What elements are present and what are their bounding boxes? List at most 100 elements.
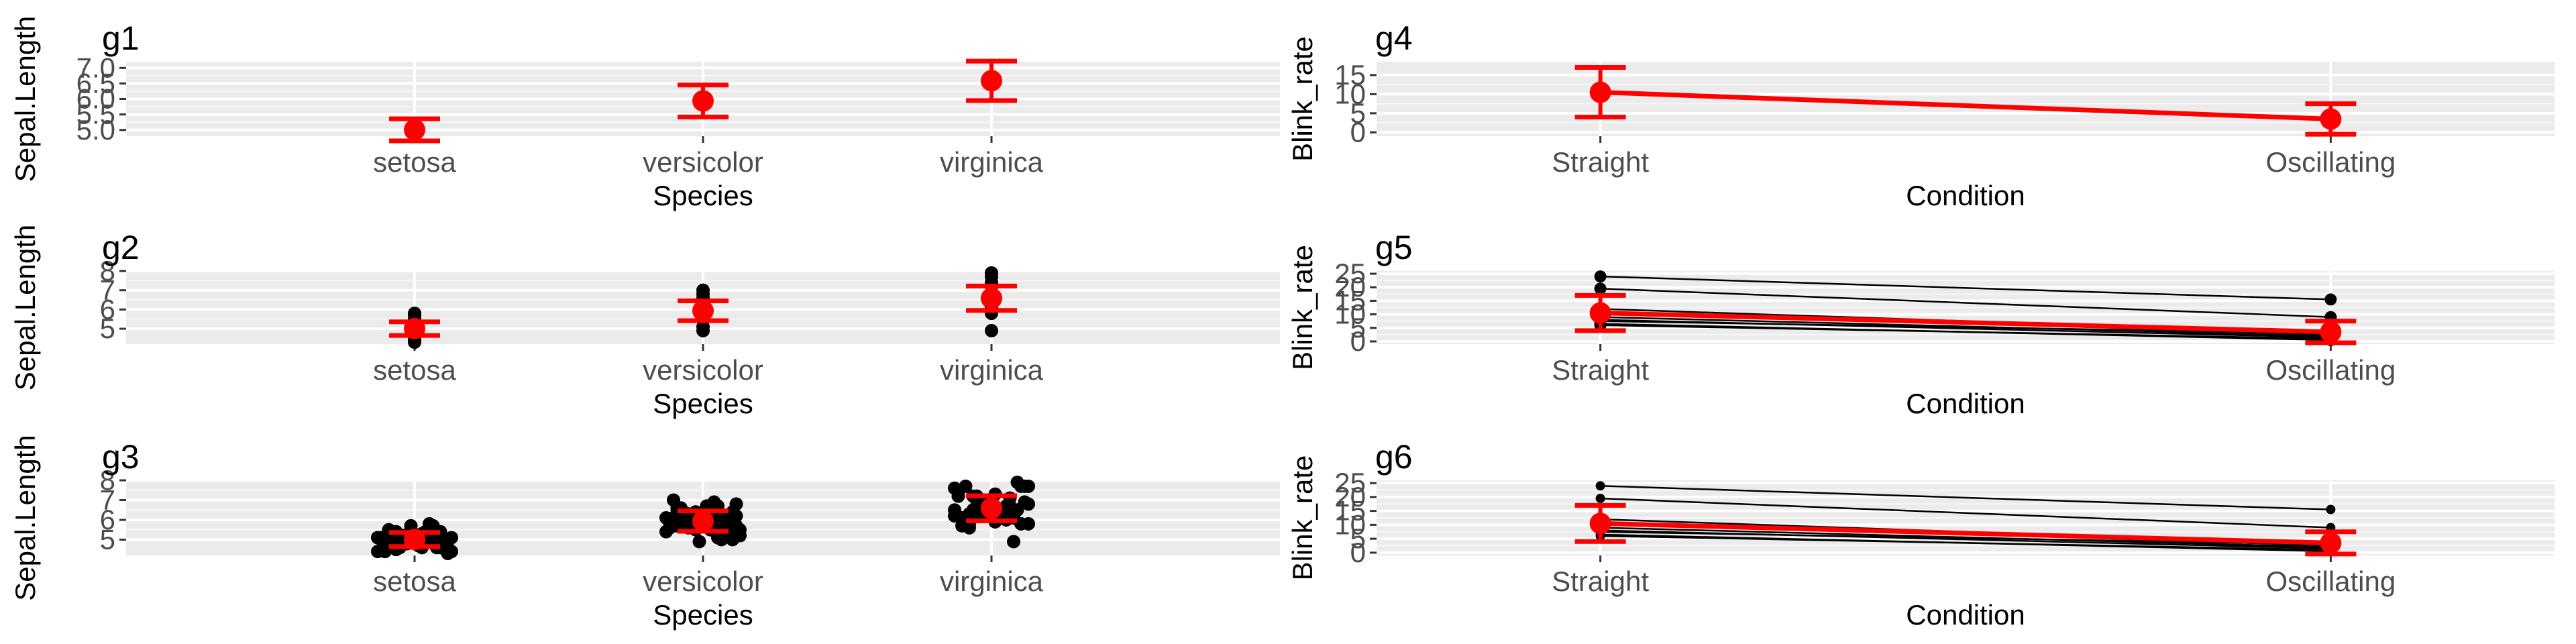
x-axis-label: Condition xyxy=(1906,180,2025,211)
x-tick-label: Straight xyxy=(1552,566,1649,597)
y-tick-label: 25 xyxy=(1334,258,1366,289)
y-tick-label: 0 xyxy=(1350,537,1366,568)
panel-title: g3 xyxy=(102,438,140,476)
mean-line xyxy=(1600,311,2331,335)
mean-point xyxy=(1589,513,1611,535)
y-tick-label: 15 xyxy=(1334,59,1366,91)
raw-point xyxy=(951,485,965,499)
mean-point xyxy=(692,510,714,532)
x-tick-label: versicolor xyxy=(643,566,763,597)
subject-line xyxy=(1600,287,2331,318)
y-tick-label: 8 xyxy=(100,255,115,286)
y-tick-label: 15 xyxy=(1334,284,1366,316)
subject-line xyxy=(1600,497,2331,529)
mean-point xyxy=(981,70,1002,92)
y-tick-label: 5.5 xyxy=(76,99,115,130)
y-tick-label: 5 xyxy=(1350,312,1366,343)
subject-point xyxy=(1594,282,1607,295)
x-tick-label: Oscillating xyxy=(2265,146,2396,178)
subject-line xyxy=(1600,485,2331,511)
y-tick-label: 10 xyxy=(1334,508,1366,540)
panel-title: g2 xyxy=(102,229,140,266)
x-tick-label: Straight xyxy=(1552,146,1649,178)
subject-line xyxy=(1600,324,2331,340)
y-tick-label: 20 xyxy=(1334,481,1366,513)
x-axis-label: Species xyxy=(653,599,753,631)
mean-point xyxy=(981,287,1002,309)
y-tick-label: 6.5 xyxy=(76,67,115,99)
subject-line xyxy=(1600,275,2331,301)
y-tick-label: 5 xyxy=(100,523,115,555)
raw-point xyxy=(408,307,421,321)
mean-line xyxy=(1600,521,2331,545)
raw-point xyxy=(1014,479,1028,493)
raw-point xyxy=(1007,535,1020,549)
x-tick-label: Straight xyxy=(1552,354,1649,386)
y-axis-label: Sepal.Length xyxy=(9,435,41,601)
mean-point xyxy=(2320,532,2342,554)
mean-point xyxy=(404,317,425,339)
x-tick-label: setosa xyxy=(373,146,456,178)
y-tick-label: 20 xyxy=(1334,271,1366,303)
y-tick-label: 7 xyxy=(100,274,115,306)
y-axis-label: Sepal.Length xyxy=(9,16,41,182)
x-axis-label: Species xyxy=(653,180,753,211)
x-axis-label: Condition xyxy=(1906,599,2025,631)
raw-point xyxy=(729,497,743,511)
raw-point xyxy=(374,531,388,545)
mean-point xyxy=(2320,321,2342,343)
y-tick-label: 10 xyxy=(1334,78,1366,109)
subject-point xyxy=(1595,493,1605,503)
raw-point xyxy=(371,545,384,559)
x-tick-label: virginica xyxy=(940,566,1044,597)
x-tick-label: virginica xyxy=(940,146,1044,178)
x-tick-label: versicolor xyxy=(643,354,763,386)
y-axis-label: Blink_rate xyxy=(1287,455,1318,581)
y-tick-label: 15 xyxy=(1334,495,1366,527)
raw-point xyxy=(696,283,710,297)
y-tick-label: 6.0 xyxy=(76,83,115,115)
raw-point xyxy=(692,535,706,549)
subject-line xyxy=(1600,535,2331,551)
raw-point xyxy=(729,509,743,523)
x-tick-label: Oscillating xyxy=(2265,354,2396,386)
raw-point xyxy=(726,533,739,547)
subject-point xyxy=(1594,270,1607,283)
x-tick-label: versicolor xyxy=(643,146,763,178)
y-tick-label: 10 xyxy=(1334,299,1366,330)
raw-point xyxy=(1022,497,1035,511)
y-tick-label: 5 xyxy=(1350,523,1366,554)
y-tick-label: 0 xyxy=(1350,116,1366,148)
y-axis-label: Blink_rate xyxy=(1287,245,1318,370)
x-tick-label: setosa xyxy=(373,354,456,386)
mean-point xyxy=(1589,81,1611,103)
x-axis-label: Condition xyxy=(1906,388,2025,419)
x-tick-label: virginica xyxy=(940,354,1044,386)
raw-point xyxy=(445,545,458,559)
x-axis-label: Species xyxy=(653,388,753,419)
panel-title: g5 xyxy=(1375,229,1413,266)
x-tick-label: Oscillating xyxy=(2265,566,2396,597)
panel-title: g4 xyxy=(1375,19,1413,57)
mean-point xyxy=(981,497,1002,519)
subject-line xyxy=(1600,320,2331,335)
subject-line xyxy=(1600,531,2331,545)
mean-point xyxy=(404,529,425,551)
raw-point xyxy=(985,323,998,337)
y-tick-label: 7 xyxy=(100,484,115,515)
panel-title: g6 xyxy=(1375,438,1413,476)
y-tick-label: 7.0 xyxy=(76,52,115,83)
x-tick-label: setosa xyxy=(373,566,456,597)
panel-g1: 5.05.56.06.57.0 setosa versicolor virginica… xyxy=(9,16,1280,211)
y-tick-label: 6 xyxy=(100,504,115,535)
mean-point xyxy=(692,300,714,322)
mean-point xyxy=(2320,108,2342,130)
y-tick-label: 5.0 xyxy=(76,114,115,146)
raw-point xyxy=(433,541,447,555)
y-tick-label: 5 xyxy=(100,313,115,344)
raw-point xyxy=(966,507,980,521)
